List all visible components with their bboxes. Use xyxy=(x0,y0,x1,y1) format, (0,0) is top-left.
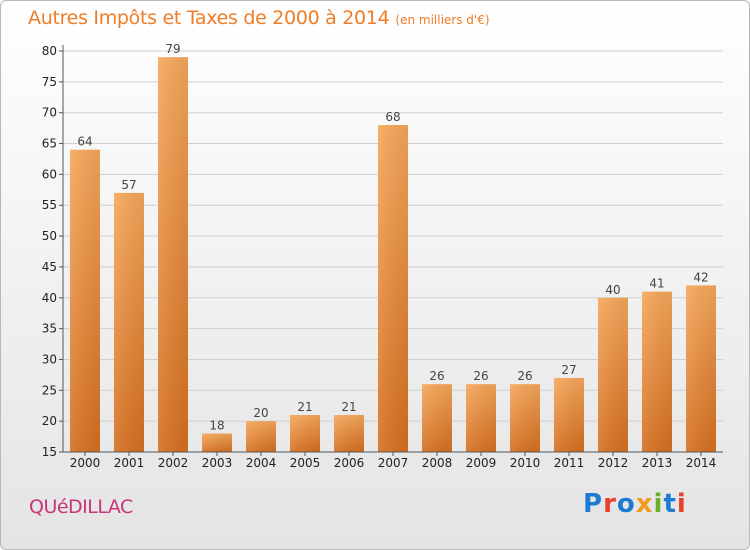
data-label: 26 xyxy=(517,369,532,383)
bar-shade xyxy=(70,149,100,452)
x-tick-label: 2001 xyxy=(114,456,145,470)
y-tick-label: 45 xyxy=(42,260,57,274)
data-label: 57 xyxy=(121,178,136,192)
x-tick-label: 2007 xyxy=(378,456,409,470)
data-label: 27 xyxy=(561,363,576,377)
y-tick-label: 35 xyxy=(42,322,57,336)
y-tick-label: 55 xyxy=(42,198,57,212)
x-tick-label: 2009 xyxy=(466,456,497,470)
bar-shade xyxy=(686,285,716,452)
y-tick-label: 70 xyxy=(42,106,57,120)
bar-shade xyxy=(378,125,408,453)
x-tick-label: 2008 xyxy=(422,456,453,470)
x-tick-label: 2004 xyxy=(246,456,277,470)
logo-letter: t xyxy=(663,489,677,519)
data-label: 21 xyxy=(341,400,356,414)
bar-shade xyxy=(510,384,540,452)
bars: 64 57 79 18 20 21 21 68 26 26 26 27 40 41 42 xyxy=(70,42,716,453)
proxiti-logo[interactable]: Proxiti xyxy=(583,489,687,519)
chart-title: Autres Impôts et Taxes de 2000 à 2014 (en… xyxy=(28,7,490,29)
logo-letter: P xyxy=(583,489,604,519)
data-label: 26 xyxy=(473,369,488,383)
axes: 15 20 25 30 35 40 45 50 55 60 65 70 75 80 2000 2001 2002… xyxy=(42,44,723,470)
y-tick-label: 80 xyxy=(42,44,57,58)
x-tick-label: 2000 xyxy=(70,456,101,470)
commune-name: QUéDILLAC xyxy=(29,496,133,518)
y-tick-label: 65 xyxy=(42,137,57,151)
x-tick-label: 2006 xyxy=(334,456,365,470)
bar-shade xyxy=(554,377,584,452)
bar-shade xyxy=(290,414,320,452)
x-tick-label: 2010 xyxy=(510,456,541,470)
y-tick-label: 50 xyxy=(42,229,57,243)
bar-shade xyxy=(334,414,364,452)
data-label: 21 xyxy=(297,400,312,414)
bar-shade xyxy=(422,384,452,452)
data-label: 79 xyxy=(165,42,180,56)
y-tick-label: 60 xyxy=(42,167,57,181)
x-tick-label: 2012 xyxy=(598,456,629,470)
data-label: 18 xyxy=(209,418,224,432)
logo-letter: o xyxy=(616,489,636,519)
y-tick-label: 75 xyxy=(42,75,57,89)
x-tick-label: 2005 xyxy=(290,456,321,470)
y-tick-label: 40 xyxy=(42,291,57,305)
logo-letter: x xyxy=(635,489,654,519)
y-tick-label: 20 xyxy=(42,414,57,428)
bar-shade xyxy=(466,384,496,452)
logo-letter: i xyxy=(676,489,687,519)
x-tick-label: 2002 xyxy=(158,456,189,470)
bar-shade xyxy=(642,291,672,452)
x-tick-label: 2014 xyxy=(686,456,717,470)
chart-subtitle: (en milliers d'€) xyxy=(395,13,490,27)
y-tick-label: 15 xyxy=(42,445,57,459)
data-label: 64 xyxy=(77,135,92,149)
bar-shade xyxy=(114,192,144,452)
x-tick-label: 2011 xyxy=(554,456,585,470)
data-label: 41 xyxy=(649,277,664,291)
data-label: 26 xyxy=(429,369,444,383)
chart-title-text: Autres Impôts et Taxes de 2000 à 2014 xyxy=(28,7,390,29)
logo-letter: i xyxy=(653,489,664,519)
bar-shade xyxy=(598,297,628,452)
bar-shade xyxy=(158,57,188,453)
data-label: 68 xyxy=(385,110,400,124)
y-tick-label: 25 xyxy=(42,383,57,397)
data-label: 40 xyxy=(605,283,620,297)
bar-shade xyxy=(246,421,276,452)
bar-shade xyxy=(202,433,232,452)
logo-letter: r xyxy=(603,489,617,519)
data-label: 20 xyxy=(253,406,268,420)
x-tick-label: 2003 xyxy=(202,456,233,470)
x-tick-label: 2013 xyxy=(642,456,673,470)
data-label: 42 xyxy=(693,270,708,284)
y-tick-label: 30 xyxy=(42,352,57,366)
